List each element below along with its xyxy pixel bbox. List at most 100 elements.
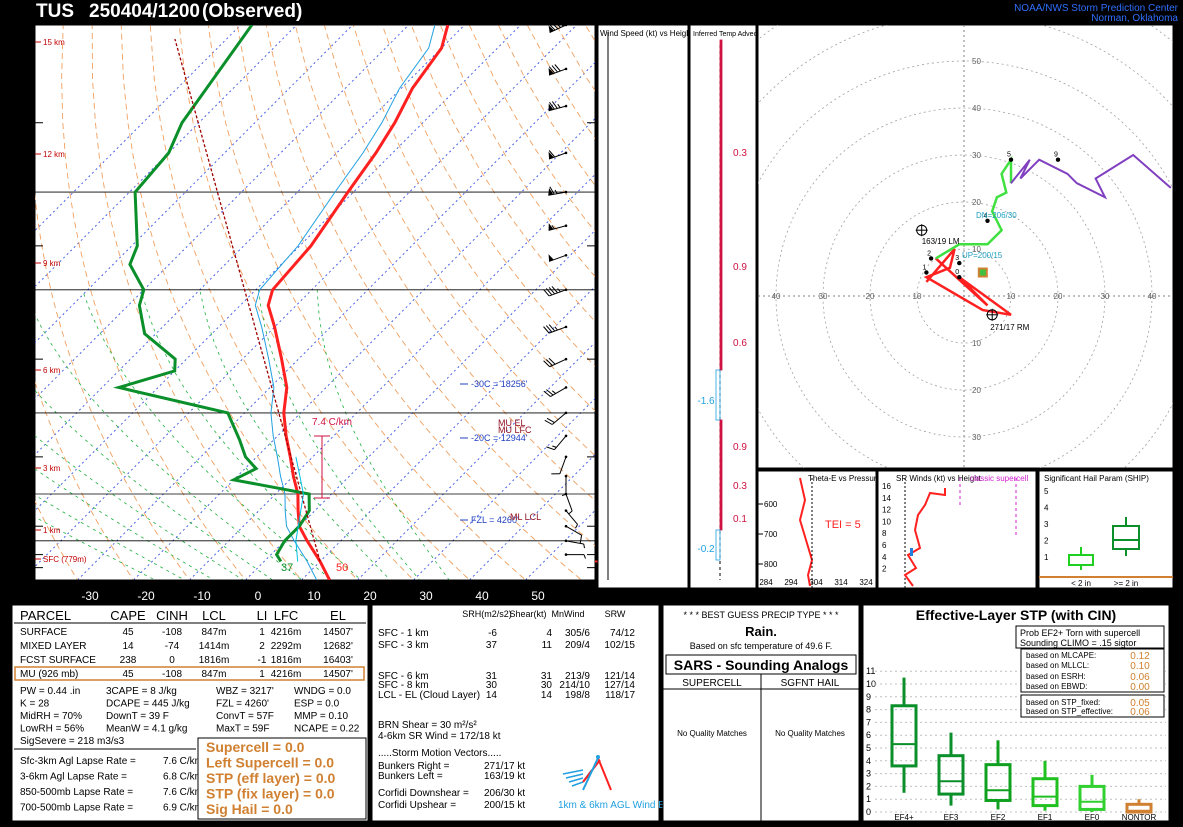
sfc-dewpoint-f: 37 xyxy=(281,562,293,574)
dewpoint-trace xyxy=(112,25,311,563)
wind-barb xyxy=(548,64,568,76)
wind-speed-panel: Wind Speed (kt) vs Height 20 40 60 80 10… xyxy=(597,24,694,601)
motion-label: Bunkers Right = xyxy=(378,761,450,772)
parcel-cell: 1414m xyxy=(199,641,230,652)
parcel-param: ESP = 0.0 xyxy=(294,699,340,710)
hodo-tick: 40 xyxy=(972,104,981,113)
sigsevere: SigSevere = 218 m3/s3 xyxy=(20,736,125,747)
lapse-rate-value: 7.6 C/km xyxy=(163,787,203,798)
hodo-tick: 30 xyxy=(1101,292,1110,301)
moist-adiabat xyxy=(35,435,244,580)
hodo-tick: 10 xyxy=(913,292,922,301)
dry-adiabat xyxy=(178,25,471,580)
temperature-tick: -10 xyxy=(193,589,211,603)
kin-cell: 31 xyxy=(486,671,498,682)
wind-barb xyxy=(548,186,568,196)
hodo-tick: 10 xyxy=(972,245,981,254)
dry-adiabat xyxy=(236,25,583,580)
parcel-cell: 14 xyxy=(122,641,134,652)
temp-adv-value: 0.3 xyxy=(733,481,747,492)
wind-barb xyxy=(548,150,568,160)
parcel-header: LI xyxy=(257,608,268,623)
freezing-level: FZL = 4260' xyxy=(471,515,519,525)
stp-box xyxy=(890,704,918,768)
temp-adv-value: 0.3 xyxy=(733,148,747,159)
based-box-2 xyxy=(1020,694,1165,718)
parcel-cell: 16403' xyxy=(323,655,353,666)
isotherm xyxy=(245,229,595,580)
kin-cell: 37 xyxy=(486,640,498,651)
hodo-height-label: 0 xyxy=(955,269,959,276)
sfc-temp-f: 50 xyxy=(336,562,348,574)
moist-adiabat xyxy=(316,289,450,580)
motion-value: 163/19 kt xyxy=(484,771,525,782)
kin-header: Shear(kt) xyxy=(509,609,546,619)
ship-panel: Significant Hail Param (SHIP) 5 4 3 2 1 < 2 i… xyxy=(1038,470,1174,589)
kin-cell: 198/8 xyxy=(565,690,590,701)
corfidi-up-label: UP=200/15 xyxy=(962,251,1003,260)
wind-barb xyxy=(548,254,568,262)
ship-tick: 1 xyxy=(1044,553,1049,562)
based-label: based on MLLCL: xyxy=(1026,661,1089,670)
ship-title: Significant Hail Param (SHIP) xyxy=(1044,474,1149,483)
theta-e-trace xyxy=(798,477,814,587)
wind-barb xyxy=(543,324,568,334)
moist-adiabat xyxy=(81,289,333,580)
motion-label: Bunkers Left = xyxy=(378,771,443,782)
hodo-tick: 40 xyxy=(772,292,781,301)
wind-barb xyxy=(543,286,568,297)
dry-adiabat xyxy=(0,25,28,592)
stp-ytick: 11 xyxy=(866,666,875,676)
isotherm xyxy=(469,453,595,580)
isotherm xyxy=(301,285,595,580)
motion-title: .....Storm Motion Vectors..... xyxy=(378,748,501,759)
station-id: TUS xyxy=(36,1,74,22)
kin-cell: 74/12 xyxy=(610,628,635,639)
parcel-cell: 847m xyxy=(201,627,226,638)
temp-adv-value: 0.6 xyxy=(733,338,747,349)
temp-adv-value: 0.9 xyxy=(733,262,747,273)
dry-adiabat xyxy=(120,25,359,580)
org-location: Norman, Oklahoma xyxy=(1091,13,1178,24)
parcel-param: MidRH = 70% xyxy=(20,711,82,722)
prob-title: Prob EF2+ Torn with supercell xyxy=(1020,628,1140,638)
hodo-height-point xyxy=(924,270,929,275)
moist-adiabat xyxy=(35,390,274,580)
sr-winds-title: SR Winds (kt) vs Height xyxy=(896,474,982,483)
stp-ytick: 2 xyxy=(866,781,871,791)
ship-xlabel: < 2 in xyxy=(1071,579,1091,588)
srw-tick: 2 xyxy=(882,565,887,574)
theta-plev: 600 xyxy=(764,500,778,509)
wind-speed-axis: 20 40 60 80 100 120 xyxy=(606,594,670,601)
motion-value: 271/17 kt xyxy=(484,761,525,772)
moist-adiabat xyxy=(199,289,391,580)
hodo-height-point xyxy=(957,260,962,266)
wind-barb xyxy=(564,509,579,529)
srw-tick: 8 xyxy=(882,529,887,538)
virtual-temperature-trace xyxy=(254,25,436,580)
hodo-tick: 20 xyxy=(1054,292,1063,301)
parcel-cell: 1816m xyxy=(271,655,302,666)
ship-xlabel: >= 2 in xyxy=(1114,579,1138,588)
parcel-header: PARCEL xyxy=(20,608,71,623)
theta-xtick: 314 xyxy=(834,578,848,587)
hodo-height-label: 1 xyxy=(922,265,926,272)
based-value: 0.10 xyxy=(1130,661,1150,672)
theta-xtick: 304 xyxy=(809,578,823,587)
tei-value: TEI = 5 xyxy=(825,519,861,531)
temp-adv-value: -1.6 xyxy=(697,396,715,407)
parcel-cell: 2292m xyxy=(271,641,302,652)
parcel-param: K = 28 xyxy=(20,699,50,710)
minus20c-level: -20C = 12944' xyxy=(471,433,528,443)
lapse-rate-label: 7.4 C/km xyxy=(312,417,352,428)
prob-box xyxy=(1015,625,1165,649)
wind-barb xyxy=(564,553,586,559)
wind-barb xyxy=(548,21,568,34)
temp-adv-bar xyxy=(719,419,723,461)
parcel-cell: MIXED LAYER xyxy=(20,641,87,652)
sr-winds-panel: SR Winds (kt) vs Height classic supercel… xyxy=(877,470,1037,589)
temperature-tick: 0 xyxy=(255,589,262,603)
kin-cell: 11 xyxy=(542,640,553,651)
wetbulb-trace xyxy=(295,456,305,562)
lapse-rate-value: 6.9 C/km xyxy=(163,803,203,814)
